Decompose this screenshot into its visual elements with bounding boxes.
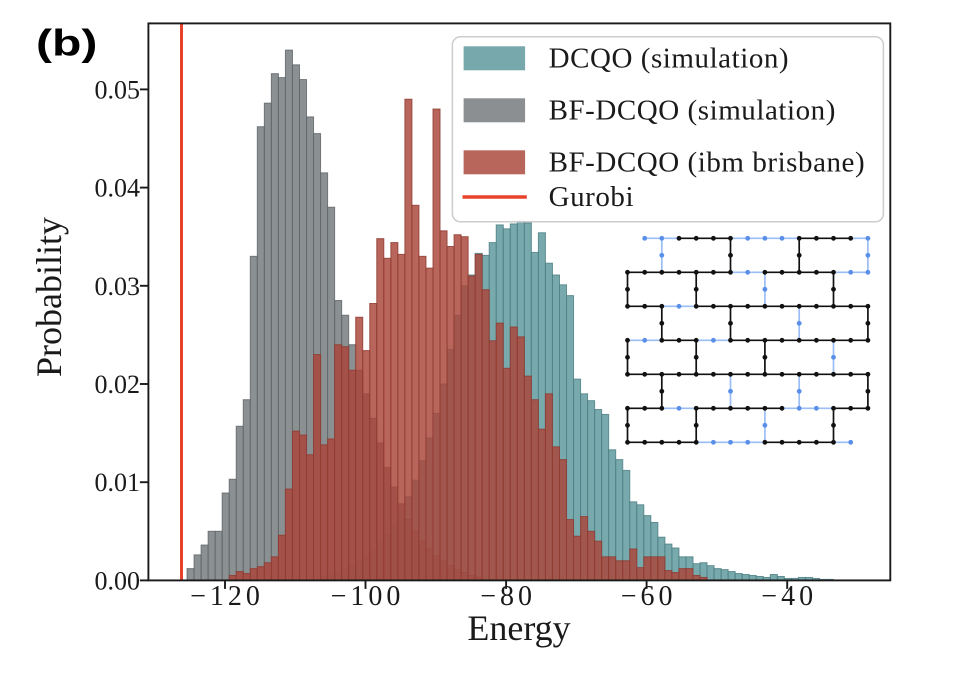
svg-text:0.04: 0.04: [95, 174, 141, 203]
svg-text:BF-DCQO (ibm brisbane): BF-DCQO (ibm brisbane): [549, 147, 866, 179]
svg-text:−100: −100: [331, 581, 405, 612]
svg-text:0.00: 0.00: [95, 566, 141, 595]
svg-text:BF-DCQO (simulation): BF-DCQO (simulation): [549, 95, 836, 127]
svg-text:Probability: Probability: [29, 217, 69, 377]
svg-text:0.05: 0.05: [95, 75, 141, 104]
svg-text:−60: −60: [621, 581, 677, 612]
svg-text:0.01: 0.01: [95, 468, 141, 497]
svg-text:Gurobi: Gurobi: [549, 181, 634, 213]
svg-text:(b): (b): [36, 23, 97, 64]
svg-text:Energy: Energy: [467, 608, 570, 648]
svg-text:−40: −40: [761, 581, 817, 612]
svg-text:0.02: 0.02: [95, 370, 141, 399]
svg-text:−80: −80: [480, 581, 536, 612]
svg-text:DCQO (simulation): DCQO (simulation): [549, 43, 790, 75]
svg-text:−120: −120: [190, 581, 264, 612]
svg-text:0.03: 0.03: [95, 272, 141, 301]
